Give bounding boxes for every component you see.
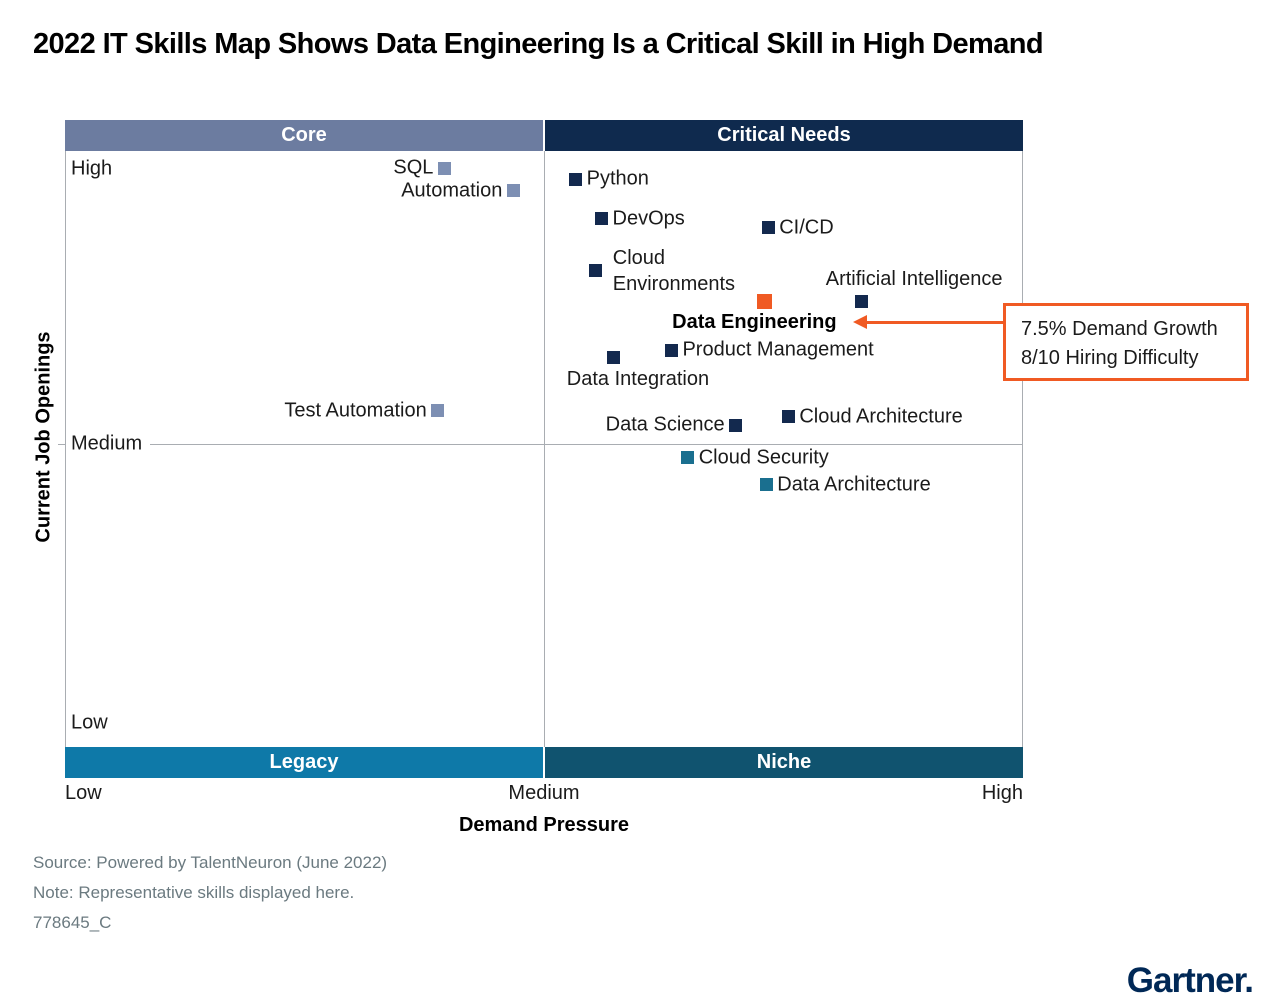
data-point-data-integration [607, 351, 621, 365]
document-id: 778645_C [33, 913, 112, 932]
data-point-label-ci-cd: CI/CD [779, 216, 834, 239]
medium-gridline [150, 444, 1022, 445]
x-tick-medium: Medium [508, 782, 580, 804]
data-point-automation [506, 184, 520, 198]
x-tick-low: Low [65, 782, 102, 804]
data-point-label-data-engineering: Data Engineering [672, 311, 837, 334]
source-note: Source: Powered by TalentNeuron (June 20… [33, 853, 388, 872]
data-point-data-engineering [756, 293, 772, 309]
callout-arrow-head-icon [853, 315, 867, 329]
footnote: Note: Representative skills displayed he… [33, 883, 355, 902]
callout-arrow-line [866, 321, 1003, 324]
data-point-label-data-science: Data Science [605, 413, 725, 436]
callout-hiring-difficulty: 8/10 Hiring Difficulty [1021, 347, 1199, 369]
quadrant-band-niche: Niche [545, 747, 1023, 778]
data-point-label-cloud-architecture: Cloud Architecture [799, 405, 963, 428]
data-point-python [569, 172, 583, 186]
data-point-test-automation [431, 404, 445, 418]
y-tick-low: Low [71, 711, 108, 734]
data-point-label-python: Python [586, 167, 649, 190]
quadrant-chart: Core Critical Needs High Medium Low SQL A… [65, 120, 1023, 840]
data-point-product-management [664, 343, 678, 357]
quadrant-band-core: Core [65, 120, 543, 151]
page-title: 2022 IT Skills Map Shows Data Engineerin… [33, 28, 1044, 60]
data-point-label-data-integration: Data Integration [566, 367, 710, 390]
data-point-label-automation: Automation [401, 179, 503, 202]
data-point-sql [437, 161, 451, 175]
y-axis-medium-tick [58, 444, 65, 445]
data-point-cloud-architecture [781, 410, 795, 424]
data-point-label-cloud-security: Cloud Security [698, 446, 829, 469]
quadrant-band-critical: Critical Needs [545, 120, 1023, 151]
x-tick-high: High [981, 782, 1023, 804]
plot-area: High Medium Low SQL Automation Test Automa… [65, 151, 1023, 747]
data-point-label-sql: SQL [393, 156, 434, 179]
y-tick-medium: Medium [71, 432, 143, 455]
callout-demand-growth: 7.5% Demand Growth [1021, 318, 1218, 340]
data-point-label-test-automation: Test Automation [284, 399, 427, 422]
y-axis-title: Current Job Openings [32, 331, 55, 543]
data-point-label-data-architecture: Data Architecture [777, 473, 931, 496]
data-point-data-architecture [759, 478, 773, 492]
data-point-devops [595, 212, 609, 226]
y-tick-high: High [71, 157, 113, 180]
data-point-ci-cd [761, 221, 775, 235]
data-point-label-product-management: Product Management [682, 338, 874, 361]
callout-box: 7.5% Demand Growth 8/10 Hiring Difficult… [1003, 303, 1249, 381]
data-point-data-science [729, 418, 743, 432]
data-point-cloud-security [681, 451, 695, 465]
quadrant-vertical-divider [544, 151, 545, 747]
data-point-label-cloud-environments: Cloud Environments [612, 246, 736, 295]
gartner-logo: Gartner. [1126, 961, 1254, 1000]
data-point-cloud-environments [589, 264, 603, 278]
top-quadrant-band: Core Critical Needs [65, 120, 1023, 151]
data-point-label-artificial-intelligence: Artificial Intelligence [825, 268, 1003, 291]
data-point-label-devops: DevOps [612, 207, 685, 230]
x-axis-title: Demand Pressure [458, 814, 630, 836]
quadrant-band-legacy: Legacy [65, 747, 543, 778]
x-axis-tick-labels: Low Medium High [65, 782, 1023, 808]
data-point-artificial-intelligence [854, 294, 868, 308]
bottom-quadrant-band: Legacy Niche [65, 747, 1023, 778]
